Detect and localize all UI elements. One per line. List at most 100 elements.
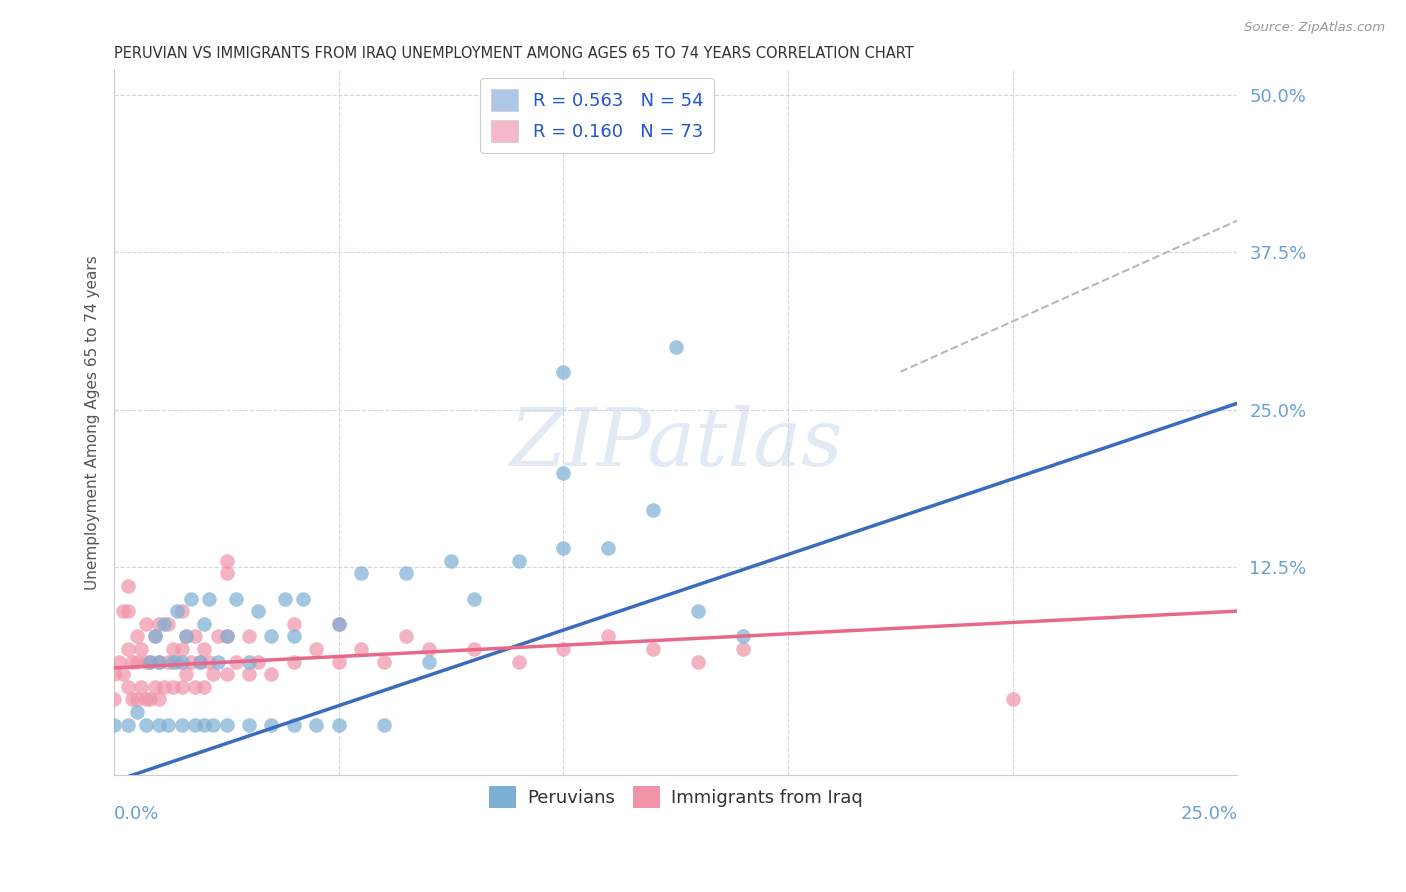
Point [103,667,125,681]
Point [246,604,269,618]
Point [238,655,260,669]
Point [215,717,238,731]
Point [180,655,202,669]
Point [107,655,129,669]
Text: 0.0%: 0.0% [114,805,159,823]
Text: PERUVIAN VS IMMIGRANTS FROM IRAQ UNEMPLOYMENT AMONG AGES 65 TO 74 YEARS CORRELAT: PERUVIAN VS IMMIGRANTS FROM IRAQ UNEMPLO… [114,46,914,62]
Point [125,705,148,719]
Point [643,503,665,517]
Point [643,641,665,656]
Point [463,641,485,656]
Point [184,680,207,694]
Point [350,566,373,581]
Point [117,641,139,656]
Point [418,641,440,656]
Point [103,717,125,731]
Point [174,629,197,643]
Point [139,655,162,669]
Point [283,655,305,669]
Point [440,554,463,568]
Point [162,641,184,656]
Point [553,466,575,480]
Point [148,655,170,669]
Point [170,641,193,656]
Point [129,641,152,656]
Point [274,591,297,606]
Point [224,655,246,669]
Point [508,655,530,669]
Point [598,541,620,555]
Point [215,554,238,568]
Point [207,655,229,669]
Point [395,566,418,581]
Point [215,566,238,581]
Y-axis label: Unemployment Among Ages 65 to 74 years: Unemployment Among Ages 65 to 74 years [86,255,100,590]
Text: ZIPatlas: ZIPatlas [509,405,842,482]
Point [193,717,215,731]
Point [508,554,530,568]
Point [135,616,157,631]
Point [143,680,166,694]
Point [202,717,225,731]
Point [174,667,197,681]
Point [162,655,184,669]
Point [112,667,135,681]
Point [103,692,125,706]
Point [238,667,260,681]
Point [148,692,170,706]
Point [193,641,215,656]
Point [688,604,710,618]
Text: 25.0%: 25.0% [1180,805,1237,823]
Point [188,655,211,669]
Point [197,591,219,606]
Point [291,591,314,606]
Point [246,655,269,669]
Point [148,655,170,669]
Point [121,655,143,669]
Point [170,655,193,669]
Point [121,692,143,706]
Point [553,541,575,555]
Point [157,655,180,669]
Point [260,629,283,643]
Point [553,365,575,379]
Point [170,604,193,618]
Point [733,629,755,643]
Point [170,717,193,731]
Point [1001,692,1024,706]
Point [350,641,373,656]
Point [139,692,162,706]
Point [166,604,188,618]
Point [373,655,395,669]
Point [117,604,139,618]
Point [125,692,148,706]
Point [328,655,350,669]
Point [125,629,148,643]
Point [157,717,180,731]
Point [193,616,215,631]
Point [283,717,305,731]
Point [215,667,238,681]
Point [188,655,211,669]
Point [665,339,688,353]
Point [117,579,139,593]
Point [148,717,170,731]
Point [143,629,166,643]
Point [688,655,710,669]
Legend: Peruvians, Immigrants from Iraq: Peruvians, Immigrants from Iraq [482,779,870,815]
Point [143,629,166,643]
Point [395,629,418,643]
Point [215,629,238,643]
Point [418,655,440,669]
Point [152,680,174,694]
Point [202,667,225,681]
Point [283,629,305,643]
Point [166,655,188,669]
Point [112,604,135,618]
Point [125,655,148,669]
Point [215,629,238,643]
Point [260,667,283,681]
Point [373,717,395,731]
Point [305,641,328,656]
Point [463,591,485,606]
